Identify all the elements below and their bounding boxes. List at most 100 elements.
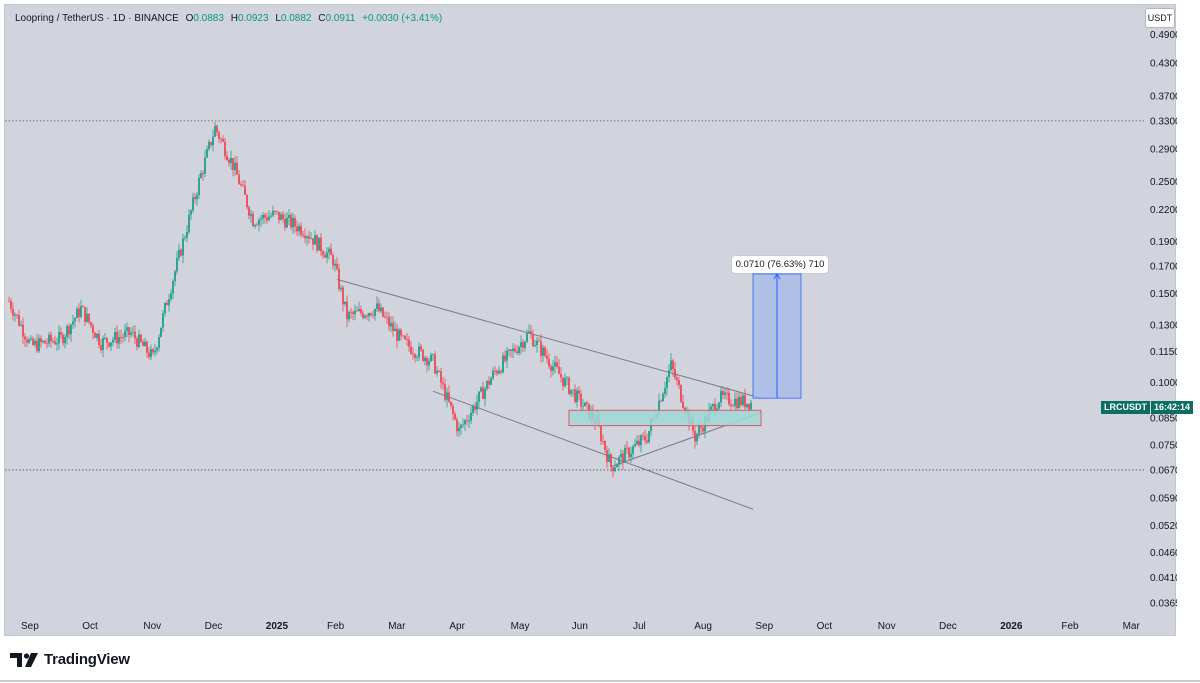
open-value: 0.0883 xyxy=(193,13,224,24)
candle xyxy=(136,335,138,351)
candle xyxy=(486,380,488,392)
candle xyxy=(94,331,96,338)
time-tick-label: Mar xyxy=(388,621,406,632)
candle xyxy=(482,381,484,400)
candle xyxy=(258,217,260,232)
candle-body xyxy=(434,354,436,374)
candle xyxy=(632,444,634,460)
candle xyxy=(536,336,538,353)
candle-body xyxy=(664,388,666,394)
candle xyxy=(172,279,174,300)
candle xyxy=(274,210,276,215)
candle xyxy=(566,376,568,386)
candle xyxy=(456,417,458,437)
candle xyxy=(206,145,208,159)
candle-body xyxy=(554,362,556,367)
candle xyxy=(668,364,670,383)
candle-body xyxy=(114,332,116,340)
candle-body xyxy=(380,307,382,312)
candle-body xyxy=(150,349,152,358)
candle xyxy=(114,328,116,343)
candle-body xyxy=(162,313,164,328)
candle xyxy=(432,353,434,361)
candle xyxy=(24,333,26,348)
candle xyxy=(186,225,188,243)
candle xyxy=(718,401,720,411)
candle-body xyxy=(200,173,202,178)
candle-body xyxy=(728,392,730,405)
candle xyxy=(12,302,14,321)
candle xyxy=(626,440,628,454)
candle xyxy=(92,323,94,340)
candle xyxy=(562,377,564,391)
candle-body xyxy=(400,329,402,336)
candle xyxy=(66,324,68,345)
candle xyxy=(98,330,100,349)
candle xyxy=(150,344,152,361)
candle xyxy=(398,327,400,342)
candle-body xyxy=(396,328,398,341)
price-tick-label: 0.0365 xyxy=(1150,598,1177,609)
candle xyxy=(282,211,284,224)
candle-body xyxy=(30,338,32,340)
candle xyxy=(412,347,414,360)
candle xyxy=(148,346,150,360)
candle-body xyxy=(682,401,684,409)
candle-body xyxy=(226,156,228,161)
candle xyxy=(438,369,440,373)
candle xyxy=(76,306,78,319)
candle-body xyxy=(546,355,548,359)
candle-body xyxy=(390,322,392,327)
candle xyxy=(630,447,632,463)
candle xyxy=(436,366,438,377)
candle xyxy=(404,334,406,340)
candle-body xyxy=(148,352,150,358)
candle-body xyxy=(486,380,488,389)
candle xyxy=(112,336,114,347)
candle xyxy=(576,387,578,408)
candle-body xyxy=(696,433,698,442)
candle-body xyxy=(262,214,264,219)
candle-body xyxy=(130,332,132,335)
candle xyxy=(82,304,84,308)
symbol-line: Loopring / TetherUS · 1D · BINANCE xyxy=(15,13,179,24)
candle xyxy=(474,402,476,413)
candle-body xyxy=(530,331,532,335)
time-axis[interactable]: Sep Oct Nov Dec 2025 Feb Mar Apr May Jun Jul Aug Sep… xyxy=(21,621,1140,632)
candle xyxy=(528,324,530,334)
candle xyxy=(264,212,266,224)
candle-body xyxy=(126,327,128,331)
candle xyxy=(208,139,210,152)
time-tick-label: May xyxy=(511,621,530,632)
candle xyxy=(36,333,38,353)
candle xyxy=(18,309,20,327)
candle xyxy=(322,249,324,259)
candle-body xyxy=(358,309,360,312)
candle-body xyxy=(158,337,160,348)
candle-body xyxy=(356,310,358,312)
candle xyxy=(100,339,102,354)
candle-body xyxy=(432,354,434,356)
measure-label[interactable]: 0.0710 (76.63%) 710 xyxy=(732,256,828,273)
currency-button[interactable]: USDT xyxy=(1145,8,1175,28)
candle xyxy=(670,353,672,372)
candle xyxy=(200,170,202,179)
candle xyxy=(500,369,502,375)
candle xyxy=(610,453,612,472)
candle-body xyxy=(272,210,274,216)
candle xyxy=(316,233,318,253)
candle xyxy=(22,317,24,345)
candle xyxy=(308,231,310,244)
candle-body xyxy=(176,258,178,272)
support-zone xyxy=(568,409,762,427)
open-label: O xyxy=(185,13,194,24)
candle-body xyxy=(734,398,736,407)
candle xyxy=(406,332,408,346)
candle-body xyxy=(676,377,678,381)
candle xyxy=(194,192,196,204)
